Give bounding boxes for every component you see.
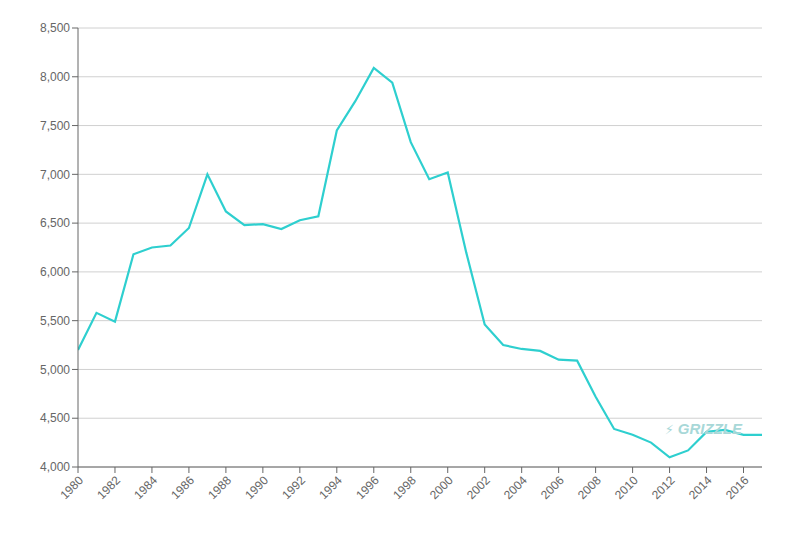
- svg-text:1994: 1994: [316, 473, 345, 502]
- svg-text:2016: 2016: [723, 473, 752, 502]
- svg-text:8,000: 8,000: [40, 70, 70, 84]
- svg-text:1980: 1980: [57, 473, 86, 502]
- svg-text:6,500: 6,500: [40, 216, 70, 230]
- svg-text:5,000: 5,000: [40, 363, 70, 377]
- svg-text:2006: 2006: [538, 473, 567, 502]
- svg-text:1982: 1982: [94, 473, 123, 502]
- html-text:⚡ GRIZZLE: ⚡ GRIZZLE: [664, 420, 742, 437]
- svg-text:4,500: 4,500: [40, 411, 70, 425]
- svg-text:2002: 2002: [464, 473, 493, 502]
- svg-text:2012: 2012: [649, 473, 678, 502]
- svg-text:2000: 2000: [427, 473, 456, 502]
- svg-text:2010: 2010: [612, 473, 641, 502]
- svg-text:7,500: 7,500: [40, 119, 70, 133]
- svg-text:2008: 2008: [575, 473, 604, 502]
- svg-text:2004: 2004: [501, 473, 530, 502]
- svg-text:1996: 1996: [353, 473, 382, 502]
- svg-text:1988: 1988: [205, 473, 234, 502]
- svg-text:2014: 2014: [686, 473, 715, 502]
- svg-text:8,500: 8,500: [40, 21, 70, 35]
- svg-text:4,000: 4,000: [40, 460, 70, 474]
- svg-text:5,500: 5,500: [40, 314, 70, 328]
- svg-text:6,000: 6,000: [40, 265, 70, 279]
- svg-text:7,000: 7,000: [40, 168, 70, 182]
- svg-text:1990: 1990: [242, 473, 271, 502]
- svg-text:1992: 1992: [279, 473, 308, 502]
- svg-text:1998: 1998: [390, 473, 419, 502]
- svg-text:1984: 1984: [131, 473, 160, 502]
- svg-text:1986: 1986: [168, 473, 197, 502]
